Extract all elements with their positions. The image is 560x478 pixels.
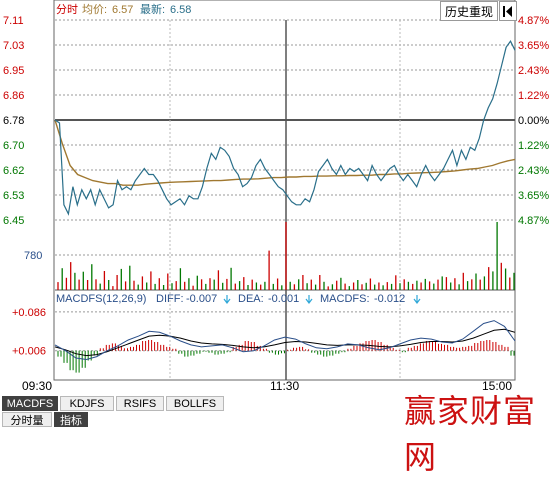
tab-indicator[interactable]: 指标 bbox=[54, 412, 88, 427]
price-tick-label: 7.03 bbox=[3, 40, 24, 52]
diff-value: -0.007 bbox=[186, 293, 217, 305]
percent-tick-label: 3.65% bbox=[518, 40, 549, 52]
latest-label: 最新: bbox=[140, 2, 165, 16]
indicator-name: MACDFS(12,26,9) bbox=[56, 293, 146, 305]
diff-label: DIFF: bbox=[156, 293, 184, 305]
watermark: 赢家财富网 bbox=[404, 392, 537, 476]
macd-down-arrow-icon bbox=[413, 295, 421, 304]
macd-label: MACDFS: bbox=[320, 293, 370, 305]
avg-value: 6.57 bbox=[112, 4, 133, 16]
price-series bbox=[54, 40, 516, 216]
chart-frame bbox=[53, 0, 516, 381]
price-tick-label: 6.86 bbox=[3, 90, 24, 102]
stock-chart-screen: 7.11 4.87% 7.03 3.65% 6.95 2.43% 6.86 1.22% 6.78… bbox=[2, 0, 549, 476]
time-tick-label: 15:00 bbox=[482, 379, 512, 393]
percent-tick-label: 2.43% bbox=[518, 65, 549, 77]
avg-price-series bbox=[54, 119, 516, 186]
diff-down-arrow-icon bbox=[223, 295, 231, 304]
price-tick-label: 6.62 bbox=[3, 165, 24, 177]
percent-tick-label: 3.65% bbox=[518, 190, 549, 202]
average-price-line bbox=[54, 119, 516, 186]
price-tick-label: 6.45 bbox=[3, 215, 24, 227]
tab-volume[interactable]: 分时量 bbox=[2, 412, 52, 427]
percent-tick-label: 4.87% bbox=[518, 215, 549, 227]
percent-tick-label: 4.87% bbox=[518, 15, 549, 27]
price-tick-label: 6.53 bbox=[3, 190, 24, 202]
price-tick-label: 6.70 bbox=[3, 140, 24, 152]
back-arrow-icon bbox=[503, 6, 512, 17]
percent-tick-label: 0.00% bbox=[518, 115, 549, 127]
dea-label: DEA: bbox=[238, 293, 264, 305]
chart-grid bbox=[55, 19, 515, 380]
intraday-chart: 7.11 4.87% 7.03 3.65% 6.95 2.43% 6.86 1.22% 6.78… bbox=[3, 0, 549, 393]
tab-bollfs[interactable]: BOLLFS bbox=[166, 396, 224, 411]
price-tick-label: 6.78 bbox=[3, 115, 24, 127]
time-tick-label: 11:30 bbox=[270, 379, 299, 393]
tab-macdfs[interactable]: MACDFS bbox=[2, 396, 58, 411]
macd-tick-label: +0.006 bbox=[12, 346, 46, 358]
latest-value: 6.58 bbox=[170, 4, 191, 16]
price-tick-label: 6.95 bbox=[3, 65, 24, 77]
percent-tick-label: 2.43% bbox=[518, 165, 549, 177]
percent-tick-label: 1.22% bbox=[518, 140, 549, 152]
macd-value: -0.012 bbox=[374, 293, 405, 305]
macd-tick-label: +0.086 bbox=[12, 307, 46, 319]
dea-value: -0.001 bbox=[268, 293, 299, 305]
percent-tick-label: 1.22% bbox=[518, 90, 549, 102]
back-button[interactable] bbox=[499, 1, 517, 21]
avg-label: 均价: bbox=[82, 3, 107, 16]
diff-series bbox=[54, 320, 516, 361]
price-tick-label: 7.11 bbox=[3, 15, 24, 27]
price-line bbox=[54, 40, 516, 216]
macd-lines bbox=[54, 320, 516, 361]
history-replay-button[interactable]: 历史重现 bbox=[440, 1, 498, 21]
axis-labels: 7.11 4.87% 7.03 3.65% 6.95 2.43% 6.86 1.22% 6.78… bbox=[3, 15, 549, 393]
tab-rsifs[interactable]: RSIFS bbox=[116, 396, 164, 411]
tab-kdjfs[interactable]: KDJFS bbox=[60, 396, 114, 411]
header-label: 分时 bbox=[56, 3, 78, 16]
volume-tick-label: 780 bbox=[24, 250, 42, 262]
time-tick-label: 09:30 bbox=[22, 379, 52, 393]
dea-down-arrow-icon bbox=[305, 295, 313, 304]
volume-bars bbox=[57, 222, 515, 290]
